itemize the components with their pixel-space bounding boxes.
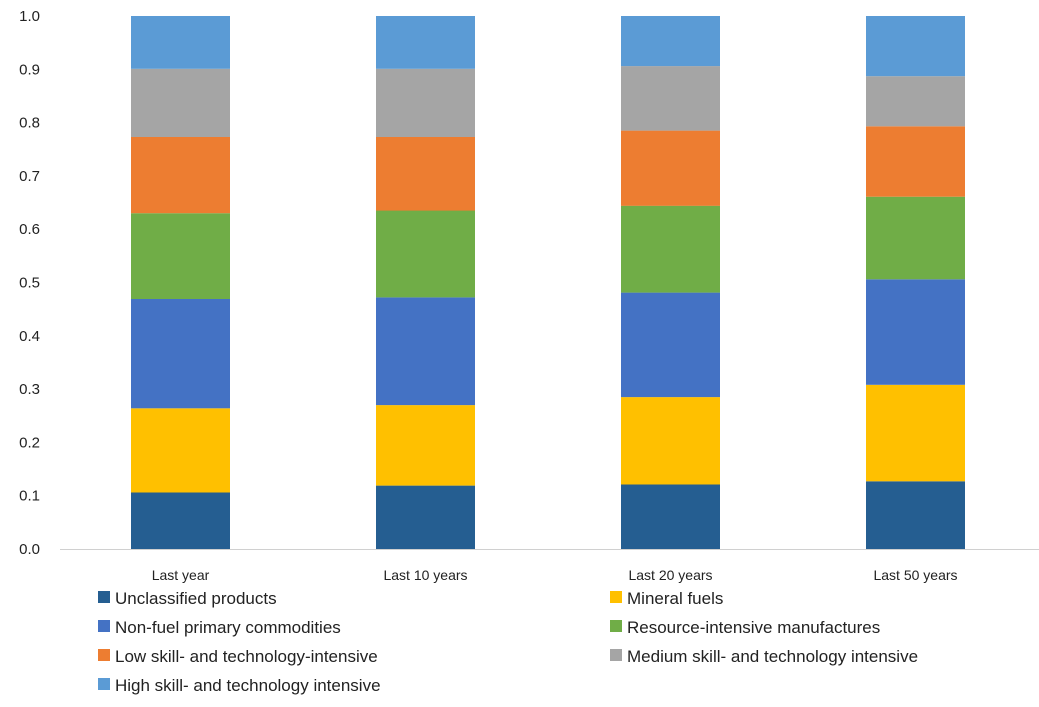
bar-segment-1-7 [131,16,230,69]
legend-label: Mineral fuels [627,589,723,608]
bar-segment-2-4 [376,210,475,298]
legend-label: Low skill- and technology-intensive [115,647,378,666]
bar-segment-4-4 [866,196,965,280]
y-tick-label: 0.2 [19,434,40,451]
bar-segment-4-6 [866,76,965,127]
bars-group [131,16,965,549]
axes-group: Last year Last 10 years Last 20 years Last … [19,8,1039,583]
bar-segment-1-1 [131,492,230,549]
bar-segment-3-2 [621,397,720,485]
y-tick-label: 0.4 [19,328,40,345]
y-tick-label: 0.1 [19,488,40,505]
y-tick-label: 0.9 [19,61,40,78]
y-tick-label: 0.3 [19,381,40,398]
legend-label: Non-fuel primary commodities [115,618,341,637]
legend: Unclassified products Mineral fuels Non-fu… [98,589,918,695]
bar-segment-3-3 [621,292,720,398]
bar-segment-4-3 [866,279,965,385]
bar-segment-2-1 [376,485,475,549]
bar-segment-2-2 [376,405,475,486]
bar-segment-2-3 [376,297,475,406]
bar-segment-1-4 [131,213,230,299]
bar-segment-2-6 [376,68,475,137]
bar-segment-2-5 [376,137,475,211]
legend-swatch [98,620,110,632]
bar-segment-1-6 [131,68,230,137]
y-tick-label: 0.8 [19,115,40,132]
x-tick-label: Last year [152,567,210,583]
legend-swatch [610,591,622,603]
bar-segment-1-5 [131,137,230,214]
bar-segment-3-4 [621,205,720,293]
y-tick-label: 0.0 [19,541,40,558]
x-tick-label: Last 10 years [383,567,467,583]
bar-segment-3-5 [621,130,720,206]
y-tick-label: 0.5 [19,275,40,292]
legend-label: Medium skill- and technology intensive [627,647,918,666]
legend-label: High skill- and technology intensive [115,676,381,695]
bar-segment-4-5 [866,126,965,197]
bar-segment-3-1 [621,484,720,549]
legend-swatch [98,591,110,603]
legend-swatch [98,678,110,690]
bar-segment-4-2 [866,384,965,482]
legend-swatch [610,620,622,632]
legend-label: Unclassified products [115,589,277,608]
x-tick-label: Last 50 years [873,567,957,583]
bar-segment-2-7 [376,16,475,69]
x-tick-label: Last 20 years [628,567,712,583]
legend-label: Resource-intensive manufactures [627,618,880,637]
legend-swatch [98,649,110,661]
y-tick-label: 0.7 [19,168,40,185]
bar-segment-3-7 [621,16,720,67]
y-tick-label: 0.6 [19,221,40,238]
bar-segment-1-2 [131,408,230,493]
y-tick-label: 1.0 [19,8,40,25]
bar-segment-4-7 [866,16,965,77]
legend-swatch [610,649,622,661]
bar-segment-3-6 [621,66,720,131]
bar-segment-1-3 [131,299,230,409]
bar-segment-4-1 [866,481,965,549]
